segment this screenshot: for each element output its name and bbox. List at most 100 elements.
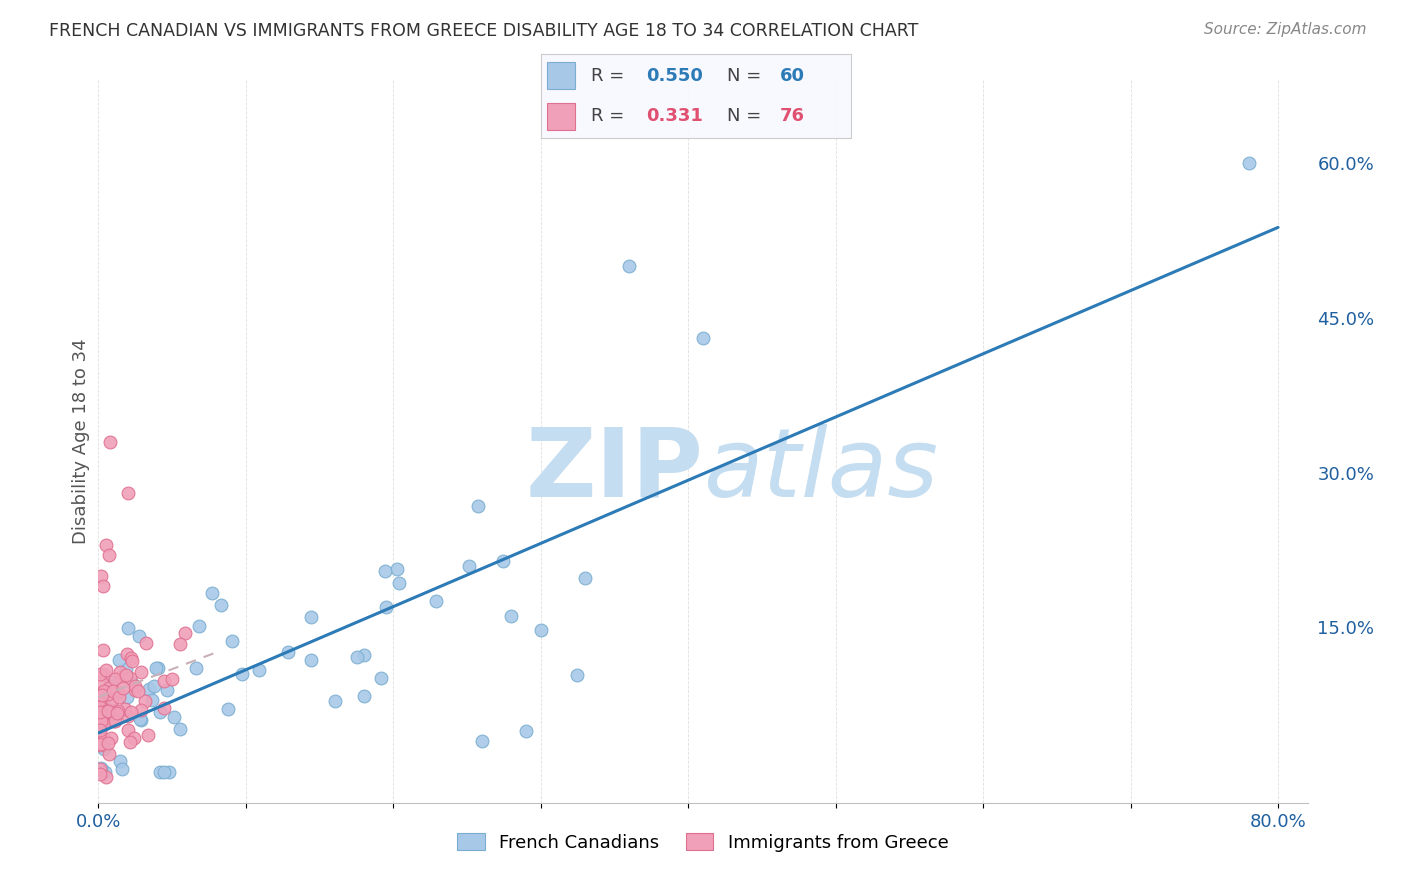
Legend: French Canadians, Immigrants from Greece: French Canadians, Immigrants from Greece (450, 826, 956, 859)
Text: 60: 60 (779, 67, 804, 85)
Point (120, 650, 142, 665)
Point (98, 681, 121, 695)
Point (375, 599, 398, 614)
Point (122, 731, 145, 745)
Point (118, 734, 141, 748)
Point (277, 645, 299, 659)
Point (127, 683, 149, 698)
Point (160, 672, 183, 686)
Point (108, 754, 131, 768)
Text: FRENCH CANADIAN VS IMMIGRANTS FROM GREECE DISABILITY AGE 18 TO 34 CORRELATION CH: FRENCH CANADIAN VS IMMIGRANTS FROM GREEC… (49, 22, 918, 40)
Point (91, 642, 114, 657)
Point (94, 699, 117, 714)
Point (97, 687, 120, 701)
Point (90, 706, 112, 721)
Point (89, 763, 111, 777)
Point (574, 571, 596, 585)
Text: R =: R = (591, 107, 630, 125)
Point (91, 685, 114, 699)
FancyBboxPatch shape (547, 103, 575, 130)
Point (174, 625, 197, 640)
Y-axis label: Disability Age 18 to 34: Disability Age 18 to 34 (72, 339, 90, 544)
Point (94, 764, 117, 779)
Point (217, 701, 239, 715)
Point (129, 713, 152, 727)
Point (107, 653, 129, 667)
Point (346, 650, 368, 665)
Point (111, 681, 134, 695)
Point (96, 663, 118, 677)
Text: N =: N = (727, 107, 766, 125)
Point (567, 668, 589, 682)
Point (93, 741, 115, 756)
Point (323, 694, 346, 708)
Text: 0.331: 0.331 (647, 107, 703, 125)
Point (100, 731, 122, 746)
Point (100, 693, 122, 707)
Point (515, 723, 537, 738)
Point (221, 634, 243, 648)
Point (117, 709, 139, 723)
Point (149, 705, 172, 719)
Point (143, 679, 166, 693)
Point (115, 647, 138, 661)
Point (374, 564, 396, 578)
Point (128, 713, 150, 727)
Point (425, 594, 447, 608)
Point (89, 700, 111, 714)
Point (124, 683, 146, 698)
Point (97, 704, 120, 718)
Point (152, 701, 174, 715)
Point (353, 689, 375, 703)
FancyBboxPatch shape (547, 62, 575, 89)
Point (115, 662, 138, 676)
Point (93, 684, 115, 698)
Point (93, 668, 115, 682)
Point (96, 770, 118, 784)
Point (90, 568, 112, 582)
Point (101, 703, 124, 717)
Point (98, 434, 121, 449)
Point (89, 696, 111, 710)
Point (128, 629, 150, 643)
Point (97, 548, 120, 562)
Point (370, 671, 392, 685)
Point (299, 653, 322, 667)
Point (110, 762, 132, 776)
Point (97, 747, 120, 761)
Point (117, 486, 139, 500)
Point (353, 648, 375, 663)
Point (120, 706, 142, 720)
Text: Source: ZipAtlas.com: Source: ZipAtlas.com (1204, 22, 1367, 37)
Point (231, 667, 253, 681)
Point (90, 738, 112, 752)
Point (186, 661, 208, 675)
Point (89, 691, 111, 706)
Point (94, 538, 117, 552)
Point (169, 723, 191, 737)
Point (135, 635, 157, 649)
Point (117, 621, 139, 635)
Point (90, 714, 112, 728)
Point (104, 672, 127, 686)
Point (121, 676, 143, 690)
Point (107, 685, 129, 699)
Point (149, 764, 172, 779)
Point (619, 259, 641, 273)
Point (93, 716, 115, 731)
Point (107, 704, 129, 718)
Point (121, 655, 143, 669)
Point (188, 619, 211, 633)
Point (91, 579, 114, 593)
Point (118, 671, 141, 685)
Point (501, 609, 523, 624)
Point (94, 705, 117, 719)
Point (145, 661, 167, 675)
Point (101, 706, 124, 721)
Point (201, 586, 224, 600)
Text: R =: R = (591, 67, 630, 85)
Point (110, 670, 132, 684)
Point (530, 624, 553, 638)
Point (162, 710, 184, 724)
Point (388, 576, 411, 591)
